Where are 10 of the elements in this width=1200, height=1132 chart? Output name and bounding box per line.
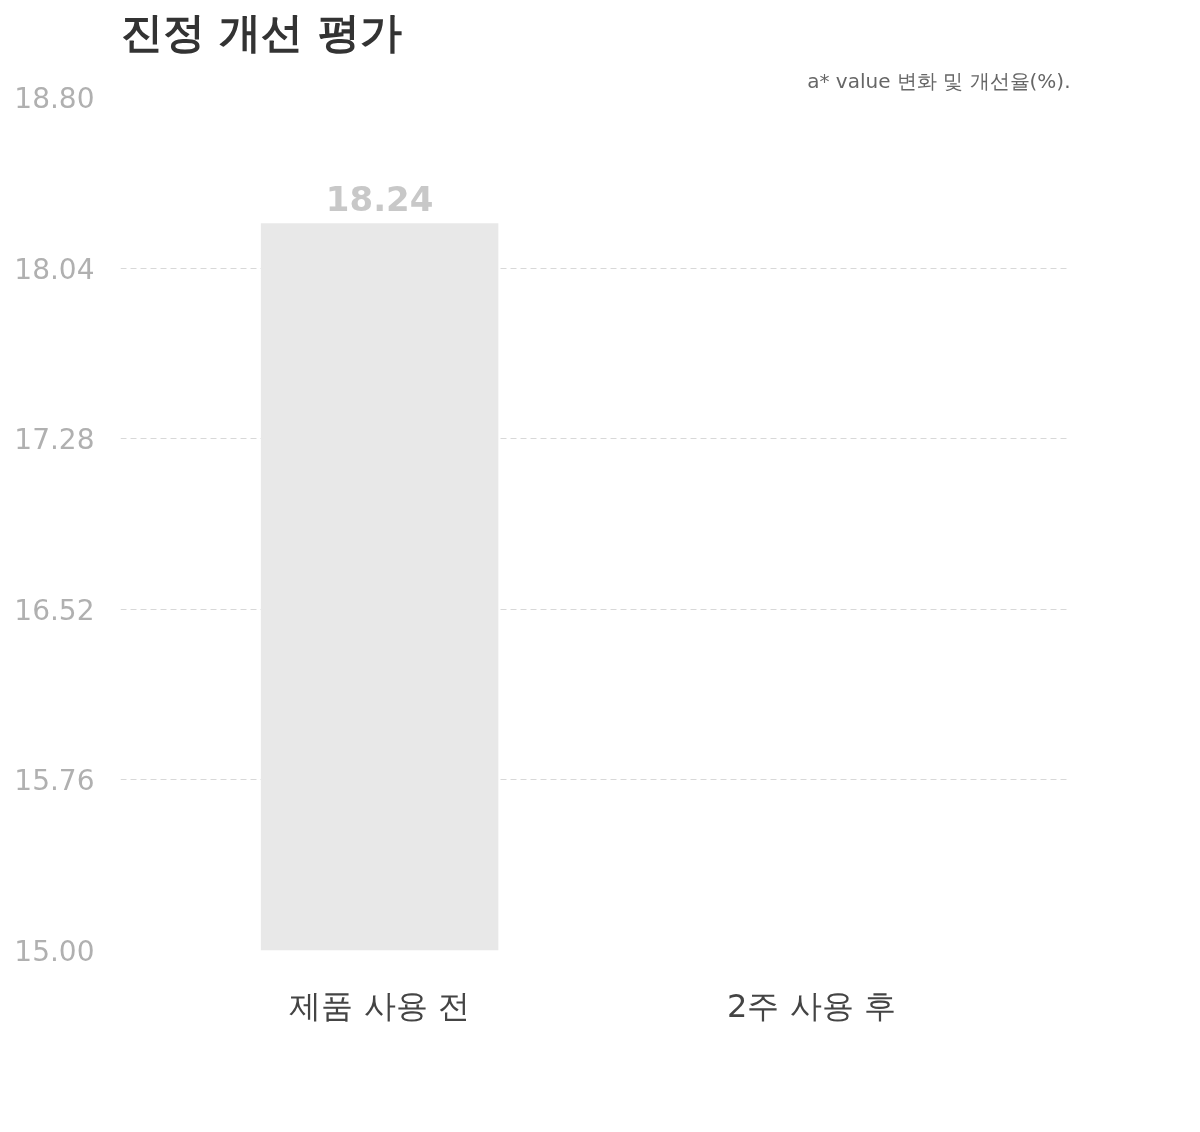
chart-subtitle: a* value 변화 및 개선율(%). (807, 68, 1071, 93)
x-tick-label: 2주 사용 후 (727, 986, 896, 1025)
y-tick-label: 17.28 (14, 423, 95, 457)
y-tick-label: 15.00 (14, 935, 95, 968)
x-tick-label: 제품 사용 전 (289, 986, 470, 1025)
y-tick-label: 15.76 (14, 764, 95, 798)
y-tick-label: 18.80 (14, 82, 95, 115)
y-tick-label: 16.52 (14, 593, 95, 627)
y-tick-label: 18.04 (14, 252, 95, 286)
chart-title: 진정 개선 평가 (120, 7, 402, 57)
